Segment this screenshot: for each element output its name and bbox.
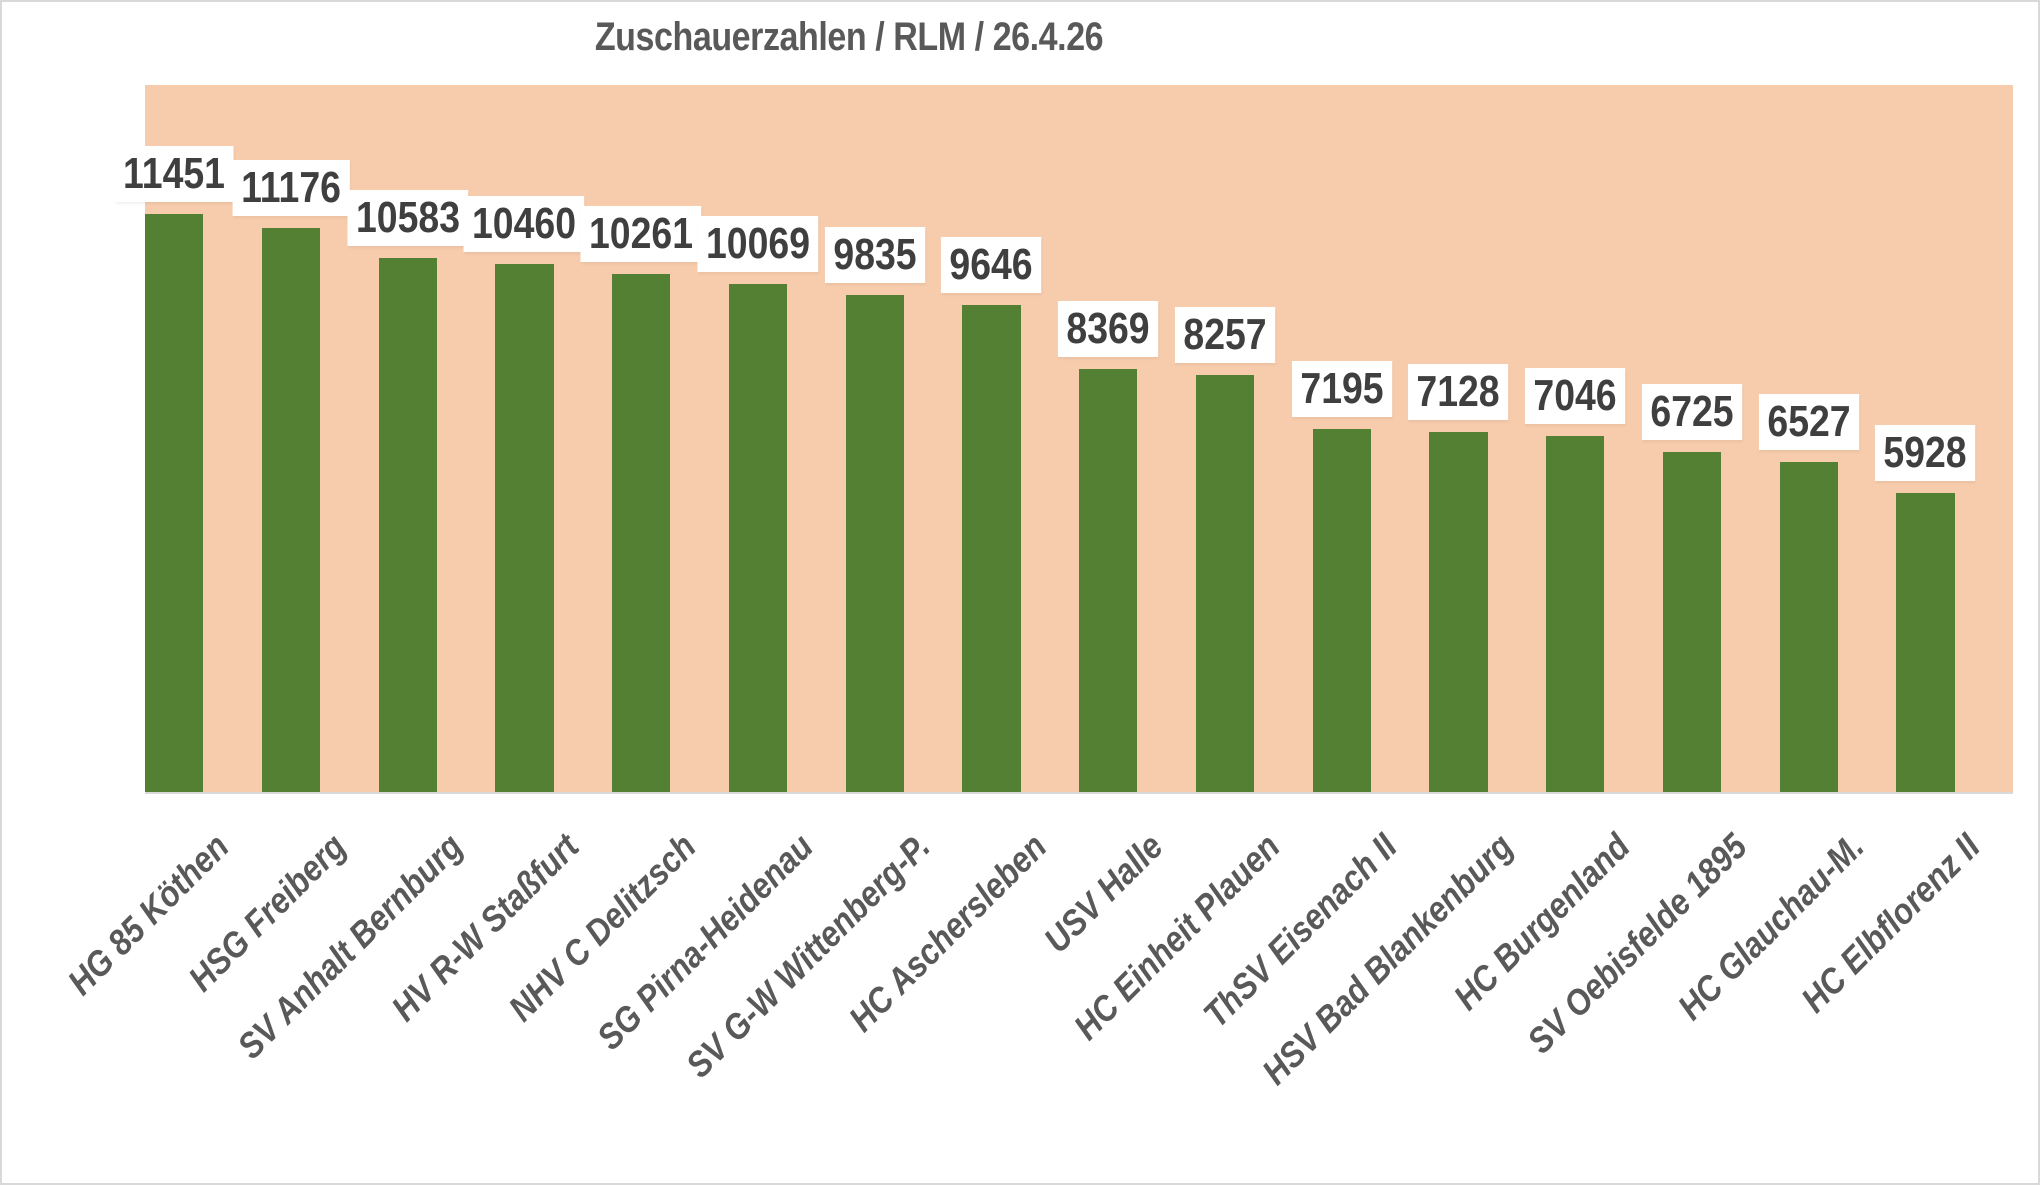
value-label-4: 10460 bbox=[463, 196, 585, 252]
bar-1 bbox=[145, 214, 204, 792]
bar-11 bbox=[1312, 429, 1371, 792]
bar-2 bbox=[261, 228, 321, 792]
value-label-16: 5928 bbox=[1875, 425, 1976, 481]
category-label-text: HC Einheit Plauen bbox=[1065, 825, 1288, 1048]
bar-14 bbox=[1662, 452, 1722, 792]
value-label-13: 7046 bbox=[1525, 368, 1626, 424]
value-label-7: 9835 bbox=[824, 227, 925, 283]
bar-16 bbox=[1896, 493, 1955, 792]
value-label-8: 9646 bbox=[941, 237, 1042, 293]
value-label-2: 11176 bbox=[232, 160, 350, 216]
x-axis-line bbox=[145, 792, 2013, 794]
value-label-6: 10069 bbox=[697, 216, 819, 272]
value-label-11: 7195 bbox=[1291, 361, 1392, 417]
category-label-text: SV Oebisfelde 1895 bbox=[1518, 825, 1755, 1062]
bar-13 bbox=[1546, 436, 1605, 792]
bar-6 bbox=[728, 284, 788, 792]
bar-15 bbox=[1779, 462, 1838, 792]
bar-3 bbox=[378, 258, 437, 792]
value-label-9: 8369 bbox=[1058, 301, 1159, 357]
bar-9 bbox=[1079, 369, 1138, 792]
bar-5 bbox=[612, 274, 671, 792]
chart-title: Zuschauerzahlen / RLM / 26.4.26 bbox=[594, 15, 1104, 59]
bar-8 bbox=[962, 305, 1021, 792]
category-label-text: SG Pirna-Heidenau bbox=[588, 825, 821, 1058]
category-label-text: SV Anhalt Bernburg bbox=[229, 825, 471, 1067]
value-label-3: 10583 bbox=[347, 190, 469, 246]
bar-12 bbox=[1429, 432, 1488, 792]
value-label-15: 6527 bbox=[1758, 394, 1859, 450]
bar-4 bbox=[495, 264, 554, 792]
bar-10 bbox=[1195, 375, 1255, 792]
bar-7 bbox=[845, 295, 904, 792]
value-label-1: 11451 bbox=[114, 146, 234, 202]
value-label-12: 7128 bbox=[1408, 364, 1509, 420]
value-label-14: 6725 bbox=[1641, 384, 1743, 440]
value-label-10: 8257 bbox=[1174, 307, 1276, 363]
value-label-5: 10261 bbox=[580, 206, 702, 262]
